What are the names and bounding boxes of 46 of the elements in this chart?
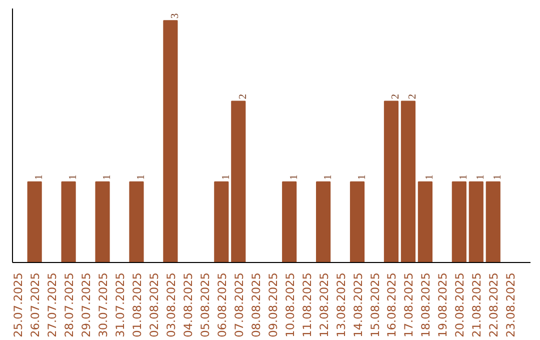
x-tick-label: 15.08.2025: [368, 272, 382, 338]
x-tick-label: 09.08.2025: [266, 272, 280, 338]
data-label: 1: [34, 174, 46, 180]
data-label: 1: [424, 174, 436, 180]
data-label: 1: [102, 174, 114, 180]
x-tick-label: 21.08.2025: [470, 272, 484, 338]
x-tick-label: 14.08.2025: [350, 272, 365, 338]
data-label: 1: [322, 174, 334, 180]
data-label: 1: [136, 174, 147, 180]
x-tick-label: 22.08.2025: [486, 272, 501, 338]
x-tick-label: 27.07.2025: [45, 272, 60, 338]
x-tick-label: 02.08.2025: [146, 272, 161, 338]
data-label: 1: [68, 174, 80, 180]
x-tick-label: 13.08.2025: [334, 272, 348, 338]
x-tick-label: 30.07.2025: [96, 272, 110, 338]
x-tick-label: 20.08.2025: [452, 272, 467, 338]
data-label: 1: [220, 174, 232, 180]
x-tick-label: 10.08.2025: [282, 272, 297, 338]
x-tick-label: 04.08.2025: [180, 272, 195, 338]
x-tick-label: 06.08.2025: [214, 272, 229, 338]
x-tick-label: 23.08.2025: [504, 272, 518, 338]
x-tick-label: 11.08.2025: [300, 272, 314, 338]
x-tick-label: 26.07.2025: [28, 272, 42, 338]
data-label: 1: [476, 174, 487, 180]
data-label: 3: [170, 13, 181, 19]
data-label: 2: [390, 94, 402, 100]
x-tick-label: 08.08.2025: [248, 272, 263, 338]
data-label: 2: [408, 94, 419, 100]
data-label: 1: [356, 174, 368, 180]
data-label: 2: [238, 94, 249, 100]
x-tick-label: 05.08.2025: [198, 272, 212, 338]
x-tick-label: 12.08.2025: [316, 272, 331, 338]
x-tick-label: 03.08.2025: [164, 272, 178, 338]
data-label: 1: [458, 174, 470, 180]
x-tick-label: 16.08.2025: [384, 272, 399, 338]
data-label: 1: [492, 174, 504, 180]
x-tick-label: 18.08.2025: [418, 272, 433, 338]
x-tick-label: 31.07.2025: [112, 272, 127, 338]
x-tick-label: 28.07.2025: [62, 272, 76, 338]
x-tick-label: 19.08.2025: [436, 272, 450, 338]
x-tick-label: 25.07.2025: [11, 272, 26, 338]
data-label: 1: [288, 174, 300, 180]
x-tick-label: 07.08.2025: [232, 272, 246, 338]
x-tick-label: 29.07.2025: [79, 272, 94, 338]
x-tick-label: 17.08.2025: [402, 272, 416, 338]
x-tick-label: 01.08.2025: [130, 272, 144, 338]
